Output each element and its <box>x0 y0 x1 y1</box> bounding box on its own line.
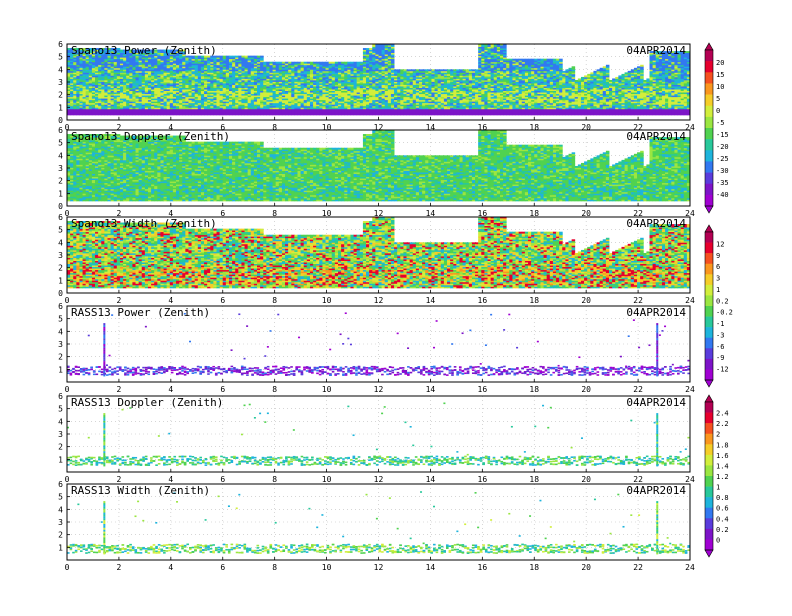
heatmap-cell <box>229 56 233 58</box>
heatmap-cell <box>456 69 460 71</box>
heatmap-cell <box>419 69 423 71</box>
heatmap-cell <box>332 62 336 64</box>
heatmap-cell <box>435 69 439 71</box>
heatmap-cell <box>344 62 348 64</box>
heatmap-cell <box>444 69 448 71</box>
heatmap-cell <box>313 62 317 64</box>
heatmap-cell <box>248 56 252 58</box>
heatmap-cell <box>316 62 320 64</box>
heatmap-cell <box>394 69 398 71</box>
heatmap-cell <box>354 62 358 64</box>
heatmap-cell <box>425 69 429 71</box>
heatmap-cell <box>329 62 333 64</box>
heatmap-cell <box>469 69 473 71</box>
heatmap-cell <box>341 62 345 64</box>
heatmap-cell <box>245 56 249 58</box>
heatmap-cell <box>260 56 264 58</box>
heatmap-cell <box>335 62 339 64</box>
heatmap-cell <box>254 56 258 58</box>
heatmap-cell <box>279 62 283 64</box>
heatmap-cell <box>459 69 463 71</box>
heatmap-cell <box>447 69 451 71</box>
heatmap-cell <box>347 62 351 64</box>
heatmap-cell <box>366 48 370 50</box>
heatmap-cell <box>450 69 454 71</box>
heatmap-cell <box>273 62 277 64</box>
heatmap-cell <box>369 48 373 50</box>
heatmap-cell <box>338 62 342 64</box>
heatmap-cell <box>282 62 286 64</box>
heatmap-cell <box>232 56 236 58</box>
heatmap-cell <box>438 69 442 71</box>
heatmap-cell <box>235 56 239 58</box>
heatmap-cell <box>226 56 230 58</box>
heatmap-cell <box>319 62 323 64</box>
heatmap-cell <box>288 62 292 64</box>
heatmap-cell <box>217 56 221 58</box>
heatmap-cell <box>294 62 298 64</box>
heatmap-cell <box>326 62 330 64</box>
heatmap-cell <box>67 48 71 50</box>
heatmap-cell <box>298 62 302 64</box>
heatmap-cell <box>360 62 364 64</box>
heatmap-cell <box>223 56 227 58</box>
heatmap-cell <box>363 48 367 50</box>
heatmap-cell <box>407 69 411 71</box>
heatmap-cell <box>291 62 295 64</box>
heatmap-cell <box>413 69 417 71</box>
heatmap-cell <box>410 69 414 71</box>
heatmap-cell <box>276 62 280 64</box>
heatmap-cell <box>304 62 308 64</box>
heatmap-cell <box>263 62 267 64</box>
heatmap-cell <box>266 62 270 64</box>
heatmap-cell <box>241 56 245 58</box>
heatmap-cell <box>301 62 305 64</box>
heatmap-cell <box>238 56 242 58</box>
heatmap-cell <box>431 69 435 71</box>
heatmap-cell <box>403 69 407 71</box>
heatmap-cell <box>441 69 445 71</box>
heatmap-cell <box>400 69 404 71</box>
heatmap-cell <box>251 56 255 58</box>
heatmap-cell <box>466 69 470 71</box>
heatmap-cell <box>269 62 273 64</box>
heatmap-cell <box>310 62 314 64</box>
heatmap-cell <box>307 62 311 64</box>
heatmap-cell <box>416 69 420 71</box>
heatmap-cell <box>220 56 224 58</box>
heatmap-cell <box>428 69 432 71</box>
heatmap-cell <box>357 62 361 64</box>
heatmap-cell <box>422 69 426 71</box>
heatmap-cell <box>350 62 354 64</box>
heatmap-cell <box>322 62 326 64</box>
heatmap-cell <box>463 69 467 71</box>
heatmap-cell <box>453 69 457 71</box>
heatmap-cell <box>285 62 289 64</box>
heatmap-cell <box>397 69 401 71</box>
heatmap-cell <box>257 56 261 58</box>
